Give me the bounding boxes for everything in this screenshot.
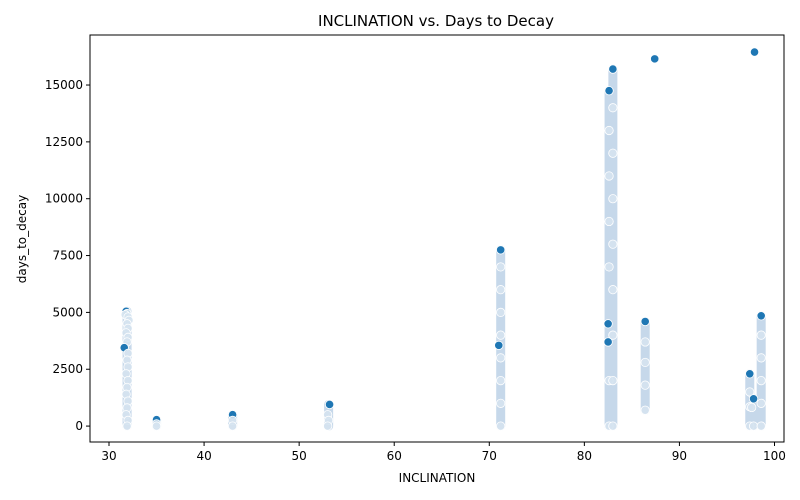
data-point-72 (748, 394, 759, 404)
data-point-63 (640, 357, 650, 368)
data-point-67 (745, 369, 755, 379)
y-tick-label-5000: 5000 (52, 305, 83, 319)
x-tick-label-80: 80 (577, 449, 592, 463)
x-tick-label-60: 60 (387, 449, 402, 463)
data-point-64 (640, 380, 650, 390)
data-point-55 (608, 194, 618, 204)
data-point-80 (756, 421, 766, 431)
x-axis-label: INCLINATION (399, 471, 476, 485)
data-point-66 (650, 54, 660, 64)
data-point-39 (496, 353, 506, 363)
data-point-47 (604, 262, 614, 272)
data-point-40 (496, 376, 506, 386)
x-tick-label-40: 40 (196, 449, 211, 463)
data-point-78 (756, 376, 766, 386)
data-point-71 (747, 402, 757, 413)
data-point-56 (608, 239, 618, 249)
data-point-44 (604, 125, 614, 136)
data-point-33 (494, 340, 504, 350)
y-tick-label-10000: 10000 (45, 192, 83, 206)
data-point-38 (496, 330, 506, 340)
data-point-62 (640, 337, 650, 347)
data-point-79 (756, 398, 766, 408)
data-point-60 (608, 421, 618, 431)
data-point-75 (756, 311, 766, 321)
x-tick-label-70: 70 (482, 449, 497, 463)
y-tick-label-12500: 12500 (45, 135, 83, 149)
data-point-29 (324, 399, 335, 410)
data-point-45 (604, 171, 614, 181)
data-point-52 (608, 64, 618, 74)
data-point-22 (122, 421, 132, 431)
y-axis-label: days_to_decay (15, 195, 29, 283)
y-tick-label-0: 0 (75, 419, 83, 433)
data-point-25 (151, 421, 162, 431)
data-point-53 (608, 103, 618, 113)
data-point-37 (496, 307, 506, 317)
x-tick-label-100: 100 (763, 449, 786, 463)
y-tick-label-15000: 15000 (45, 78, 83, 92)
x-tick-label-50: 50 (292, 449, 307, 463)
data-point-74 (749, 47, 760, 57)
data-point-34 (496, 245, 506, 255)
x-tick-label-30: 30 (101, 449, 116, 463)
plot-frame (89, 34, 785, 443)
data-point-42 (496, 421, 506, 431)
data-point-73 (748, 421, 759, 431)
x-axis-ticks: 30 40 50 60 70 80 90 100 (101, 442, 786, 463)
data-point-48 (603, 319, 613, 329)
data-point-58 (608, 330, 618, 340)
data-point-61 (640, 316, 650, 327)
data-point-49 (603, 337, 613, 347)
data-point-77 (756, 353, 766, 363)
data-point-28 (228, 421, 238, 431)
data-point-43 (604, 86, 614, 96)
data-point-76 (756, 330, 766, 340)
x-tick-label-90: 90 (672, 449, 687, 463)
data-point-65 (640, 405, 650, 415)
data-point-32 (323, 421, 333, 431)
y-tick-label-2500: 2500 (52, 362, 83, 376)
data-point-41 (496, 398, 506, 408)
data-point-36 (496, 285, 506, 295)
data-point-35 (496, 262, 506, 272)
y-tick-label-7500: 7500 (52, 249, 83, 263)
data-point-57 (608, 285, 618, 295)
data-point-59 (608, 376, 618, 386)
data-point-54 (608, 148, 618, 158)
y-axis-ticks: 0 2500 5000 7500 10000 12500 15000 (45, 78, 90, 433)
data-point-46 (604, 216, 614, 227)
data-points (119, 47, 766, 431)
chart-title: INCLINATION vs. Days to Decay (318, 12, 554, 30)
data-point-68 (745, 387, 755, 397)
